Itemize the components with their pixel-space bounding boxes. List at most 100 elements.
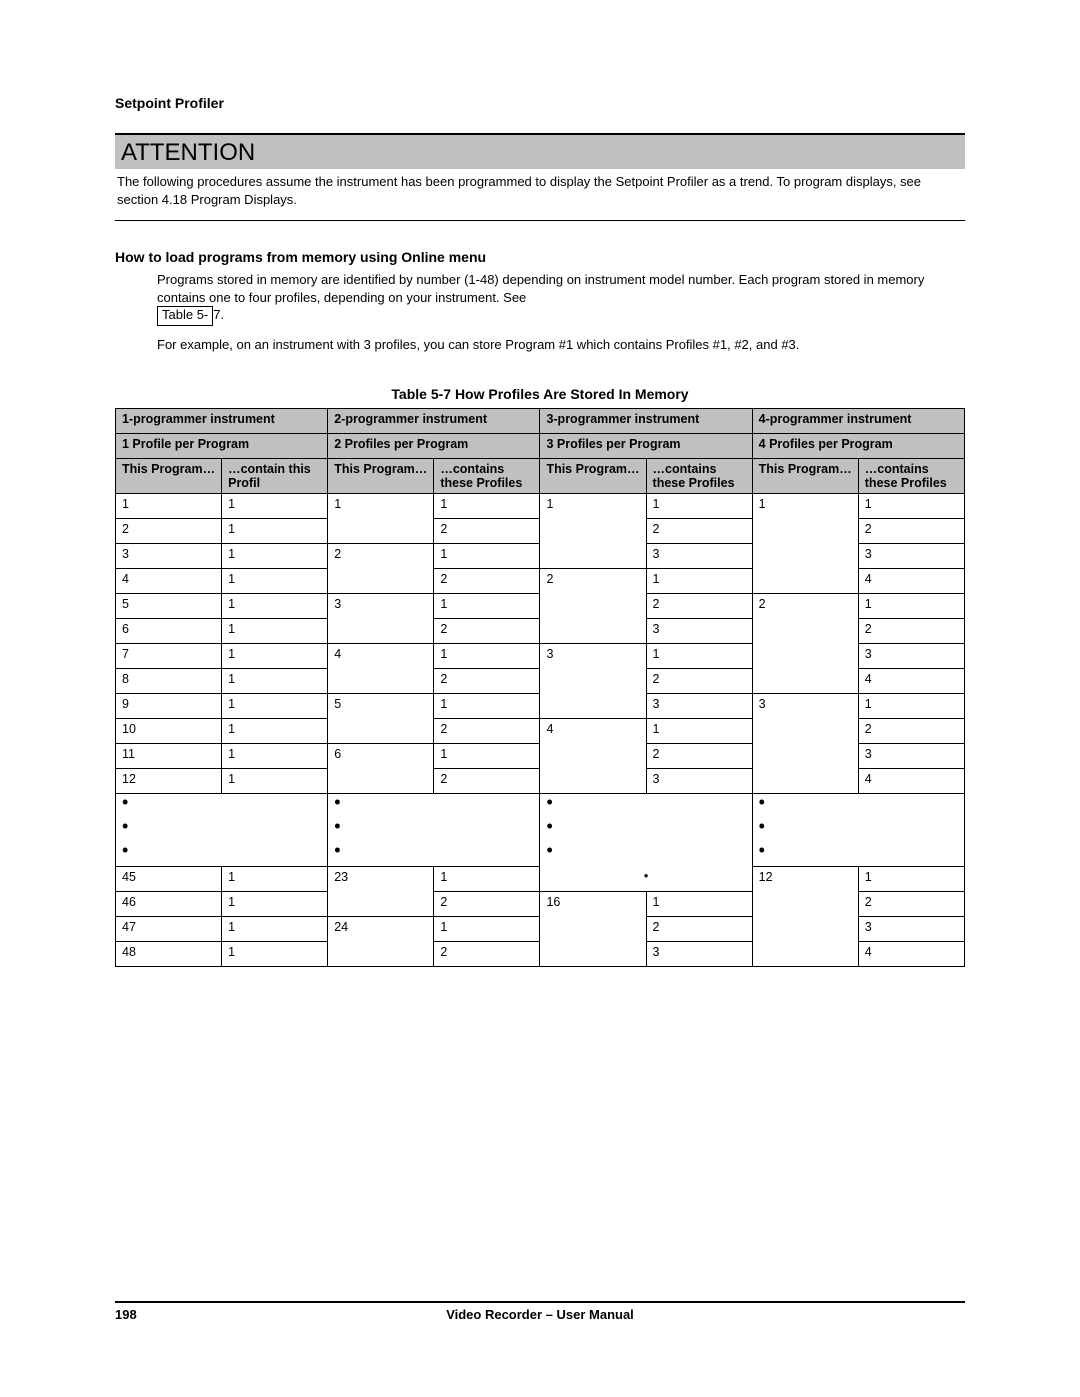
table-cell: 3: [646, 618, 752, 643]
table-cell: 1: [222, 668, 328, 693]
table-cell: [540, 618, 646, 643]
table-cell: 4: [328, 643, 434, 668]
table-cell: 11: [116, 743, 222, 768]
table-cell: [328, 518, 434, 543]
table-cell: [540, 941, 646, 966]
ellipsis-cell: •: [752, 818, 964, 842]
col-a-header: This Program…: [116, 458, 222, 493]
table-cell: 2: [752, 593, 858, 618]
table-cell: 2: [434, 668, 540, 693]
table-cell: 1: [434, 916, 540, 941]
table-cell: 4: [858, 568, 964, 593]
table-cell: 4: [858, 941, 964, 966]
table-row: 121234: [116, 768, 965, 793]
table-cell: 10: [116, 718, 222, 743]
table-cell: [752, 618, 858, 643]
table-head: 1-programmer instrument2-programmer inst…: [116, 408, 965, 493]
table-cell: 47: [116, 916, 222, 941]
table-cell: 1: [222, 543, 328, 568]
col-b-header: …contains these Profiles: [858, 458, 964, 493]
table-cell: 2: [328, 543, 434, 568]
ellipsis-cell: •: [540, 818, 752, 842]
ellipsis-cell: •: [752, 842, 964, 867]
table-row: 481234: [116, 941, 965, 966]
table-cell: 1: [222, 643, 328, 668]
table-cell: 1: [222, 693, 328, 718]
ellipsis-cell: •: [540, 842, 752, 867]
table-cell: 1: [222, 743, 328, 768]
table-cell: 9: [116, 693, 222, 718]
table-cell: 3: [858, 916, 964, 941]
table-ellipsis-row: ••••: [116, 842, 965, 867]
table-cell: 3: [646, 941, 752, 966]
table-cell: 2: [116, 518, 222, 543]
table-cell: 1: [646, 718, 752, 743]
table-cell: 1: [222, 941, 328, 966]
col-a-header: This Program…: [328, 458, 434, 493]
table-cell: 2: [434, 941, 540, 966]
col-sub-header: 3 Profiles per Program: [540, 433, 752, 458]
table-row: 81224: [116, 668, 965, 693]
table-row: 451231•121: [116, 866, 965, 891]
table-cell: 2: [646, 668, 752, 693]
ellipsis-cell: •: [328, 818, 540, 842]
table-cell: 2: [646, 518, 752, 543]
ellipsis-cell: •: [328, 842, 540, 867]
table-cell: 2: [434, 618, 540, 643]
table-cell: 2: [858, 891, 964, 916]
table-cell: 1: [222, 916, 328, 941]
table-cell: [540, 916, 646, 941]
table-cell: 23: [328, 866, 434, 891]
ellipsis-cell: •: [328, 793, 540, 818]
col-b-header: …contain this Profil: [222, 458, 328, 493]
table-cell: [540, 543, 646, 568]
table-cell: •: [540, 866, 752, 891]
table-cell: [540, 768, 646, 793]
attention-heading: ATTENTION: [115, 135, 965, 169]
table-cell: 2: [646, 743, 752, 768]
table-cell: 1: [434, 543, 540, 568]
table-row: 47124123: [116, 916, 965, 941]
table-cell: [328, 618, 434, 643]
text: Programs stored in memory are identified…: [157, 272, 924, 305]
table-cell: 1: [752, 493, 858, 518]
table-cell: 2: [858, 518, 964, 543]
table-cell: 2: [858, 618, 964, 643]
table-cell: 2: [434, 718, 540, 743]
col-sub-header: 4 Profiles per Program: [752, 433, 964, 458]
howto-para1: Programs stored in memory are identified…: [157, 271, 965, 326]
table-cell: 6: [116, 618, 222, 643]
table-cell: [328, 768, 434, 793]
table-cell: [752, 668, 858, 693]
table-cell: 1: [858, 593, 964, 618]
table-cell: 1: [434, 643, 540, 668]
table-cell: [328, 668, 434, 693]
table-cell: [540, 693, 646, 718]
table-cell: 1: [434, 693, 540, 718]
table-ref-link[interactable]: Table 5-: [157, 306, 213, 326]
col-group-header: 3-programmer instrument: [540, 408, 752, 433]
col-group-header: 2-programmer instrument: [328, 408, 540, 433]
table-cell: 3: [540, 643, 646, 668]
table-cell: 1: [540, 493, 646, 518]
table-cell: [328, 941, 434, 966]
table-row: 412214: [116, 568, 965, 593]
table-cell: 2: [858, 718, 964, 743]
ellipsis-cell: •: [116, 818, 328, 842]
col-sub-header: 2 Profiles per Program: [328, 433, 540, 458]
divider: [115, 1301, 965, 1303]
table-cell: 8: [116, 668, 222, 693]
section-header: Setpoint Profiler: [115, 95, 965, 111]
table-caption: Table 5-7 How Profiles Are Stored In Mem…: [115, 386, 965, 402]
table-row: 11111111: [116, 493, 965, 518]
table-cell: 1: [222, 718, 328, 743]
table-cell: 1: [434, 743, 540, 768]
table-cell: [540, 518, 646, 543]
table-cell: [752, 543, 858, 568]
table-cell: [752, 743, 858, 768]
table-cell: 16: [540, 891, 646, 916]
table-cell: 2: [434, 768, 540, 793]
table-cell: [752, 916, 858, 941]
table-cell: 3: [116, 543, 222, 568]
table-cell: 6: [328, 743, 434, 768]
